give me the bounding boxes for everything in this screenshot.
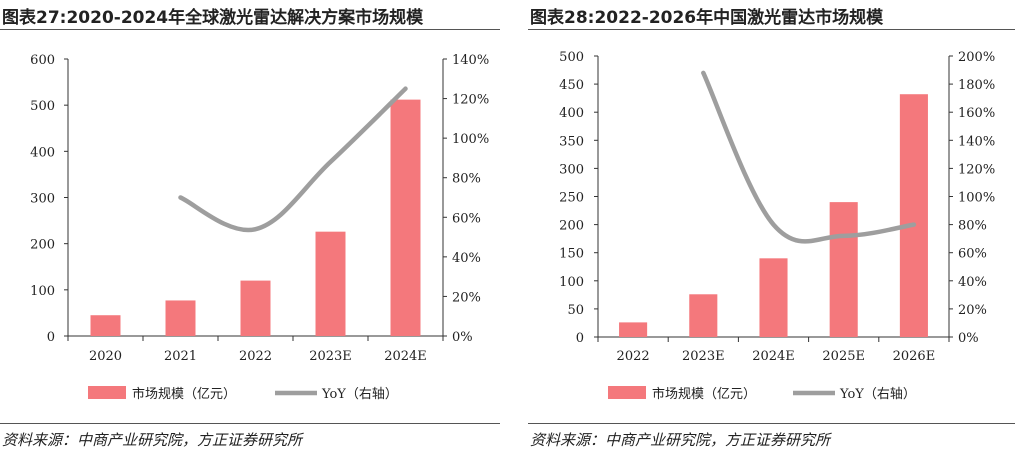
- y-tick-label-left: 350: [559, 134, 584, 149]
- y-tick-label-left: 0: [576, 331, 584, 346]
- y-tick-label-right: 120%: [452, 93, 489, 108]
- x-tick-label: 2020: [89, 349, 122, 364]
- y-tick-label-left: 100: [30, 284, 55, 299]
- x-tick-label: 2023E: [682, 349, 725, 364]
- chart-panel-china: 图表28:2022-2026年中国激光雷达市场规模 0 50 100 150 200 25…: [528, 0, 1015, 459]
- chart-global-lidar: 0 100 200 300 400 500 600 0% 20% 40% 60% 80% 100% 120…: [30, 53, 489, 402]
- x-tick-label: 2024E: [384, 349, 427, 364]
- bar: [829, 202, 858, 337]
- yoy-line: [178, 86, 408, 233]
- y-tick-label-left: 400: [559, 106, 584, 121]
- y-tick-label-right: 40%: [958, 275, 987, 290]
- y-tick-label-right: 20%: [452, 290, 481, 305]
- y-tick-label-right: 0%: [452, 330, 473, 345]
- y-tick-label-right: 100%: [958, 191, 995, 206]
- bar: [759, 258, 788, 337]
- source-divider: [528, 423, 1015, 424]
- y-tick-label-right: 120%: [958, 162, 995, 177]
- y-tick-label-left: 300: [559, 162, 584, 177]
- legend-bar-label: 市场规模（亿元）: [652, 386, 756, 402]
- y-tick-label-left: 500: [559, 50, 584, 65]
- y-tick-label-right: 40%: [452, 251, 481, 266]
- y-tick-label-right: 160%: [958, 106, 995, 121]
- y-tick-label-right: 200%: [958, 50, 995, 65]
- bar: [390, 99, 421, 336]
- y-tick-label-right: 140%: [452, 53, 489, 68]
- y-tick-label-right: 60%: [452, 211, 481, 226]
- y-tick-label-left: 450: [559, 78, 584, 93]
- y-tick-label-left: 100: [559, 275, 584, 290]
- title-divider: [528, 29, 1015, 30]
- y-tick-label-right: 180%: [958, 78, 995, 93]
- y-tick-label-left: 200: [559, 219, 584, 234]
- y-tick-label-left: 600: [30, 53, 55, 68]
- bar: [165, 300, 196, 336]
- bar: [315, 231, 346, 336]
- legend-bar-label: 市场规模（亿元）: [132, 386, 236, 402]
- yoy-line: [701, 70, 917, 244]
- y-tick-label-right: 0%: [958, 331, 979, 346]
- y-tick-label-right: 80%: [958, 219, 987, 234]
- y-tick-label-right: 80%: [452, 172, 481, 187]
- bar: [90, 315, 121, 336]
- bar: [689, 294, 718, 337]
- y-tick-label-right: 100%: [452, 132, 489, 147]
- chart-panel-global: 图表27:2020-2024年全球激光雷达解决方案市场规模 0 100 200 300…: [0, 0, 500, 459]
- x-tick-label: 2026E: [893, 349, 936, 364]
- legend-line-label: YoY（右轴）: [839, 387, 916, 402]
- y-tick-label-left: 400: [30, 145, 55, 160]
- y-tick-label-left: 500: [30, 99, 55, 114]
- x-tick-label: 2024E: [752, 349, 795, 364]
- x-tick-label: 2022: [617, 349, 650, 364]
- title-divider: [0, 29, 500, 30]
- chart-title: 图表27:2020-2024年全球激光雷达解决方案市场规模: [2, 8, 424, 28]
- y-tick-label-left: 300: [30, 192, 55, 207]
- bar: [619, 322, 648, 337]
- legend-bar-swatch: [88, 386, 126, 399]
- y-tick-label-left: 200: [30, 238, 55, 253]
- legend-line-label: YoY（右轴）: [321, 387, 398, 402]
- y-tick-label-right: 60%: [958, 247, 987, 262]
- y-tick-label-right: 20%: [958, 303, 987, 318]
- y-tick-label-left: 250: [559, 191, 584, 206]
- bar: [899, 94, 928, 337]
- y-tick-label-left: 0: [47, 330, 55, 345]
- y-tick-label-left: 50: [567, 303, 584, 318]
- source-note: 资料来源：中商产业研究院，方正证券研究所: [2, 431, 303, 449]
- y-tick-label-right: 140%: [958, 134, 995, 149]
- legend-bar-swatch: [608, 386, 646, 399]
- source-divider: [0, 423, 500, 424]
- x-tick-label: 2023E: [309, 349, 352, 364]
- bar: [240, 280, 271, 336]
- x-tick-label: 2021: [164, 349, 197, 364]
- chart-china-lidar: 0 50 100 150 200 250 300 350 400 450 500 0% 20% 40% 60…: [559, 50, 995, 402]
- y-tick-label-left: 150: [559, 247, 584, 262]
- x-tick-label: 2022: [239, 349, 272, 364]
- x-tick-label: 2025E: [822, 349, 865, 364]
- chart-title: 图表28:2022-2026年中国激光雷达市场规模: [530, 8, 884, 28]
- source-note: 资料来源：中商产业研究院，方正证券研究所: [530, 431, 831, 449]
